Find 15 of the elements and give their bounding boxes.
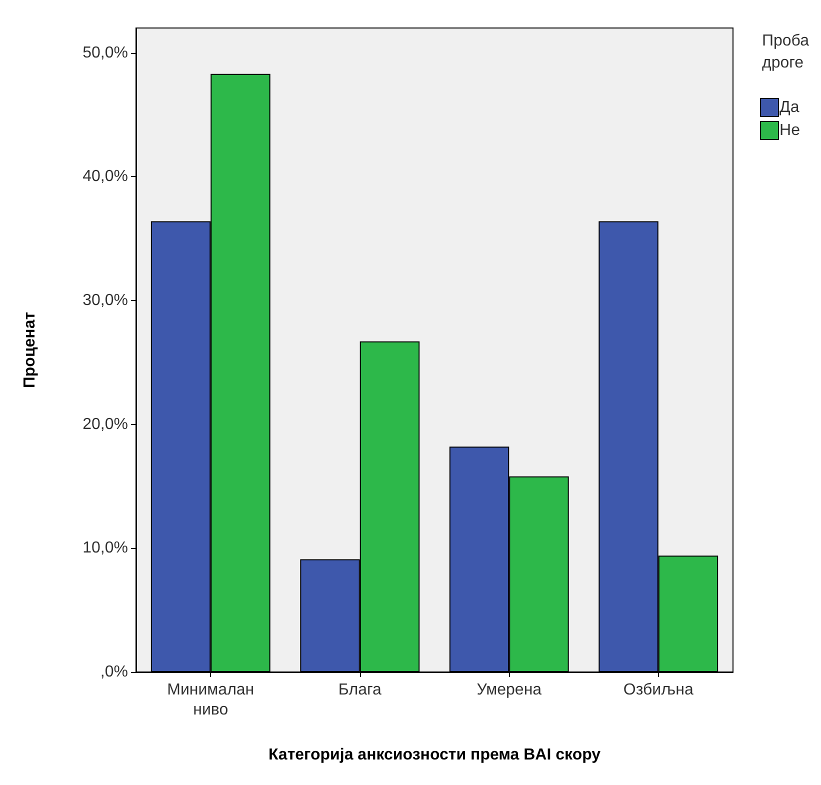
y-tick-label: ,0%	[100, 664, 128, 680]
y-tick-label: 30,0%	[82, 292, 128, 309]
legend-title: Проба дроге	[762, 32, 810, 72]
y-tick-label: 10,0%	[82, 540, 128, 557]
y-axis-title: Проценат	[22, 312, 38, 388]
x-tick-label: Умерена	[476, 682, 542, 698]
y-tick-label: 20,0%	[82, 416, 128, 433]
x-tick-label: Минималан ниво	[167, 682, 254, 718]
y-tick-label: 50,0%	[82, 44, 128, 62]
x-tick-label: Озбиљна	[623, 682, 694, 698]
x-tick-label: Блага	[338, 682, 382, 698]
legend-label: Да	[780, 99, 800, 116]
y-tick-label: 40,0%	[82, 168, 128, 186]
legend-label: Не	[780, 122, 800, 139]
x-axis-title: Категорија анксиозности према BAI скору	[268, 746, 601, 764]
